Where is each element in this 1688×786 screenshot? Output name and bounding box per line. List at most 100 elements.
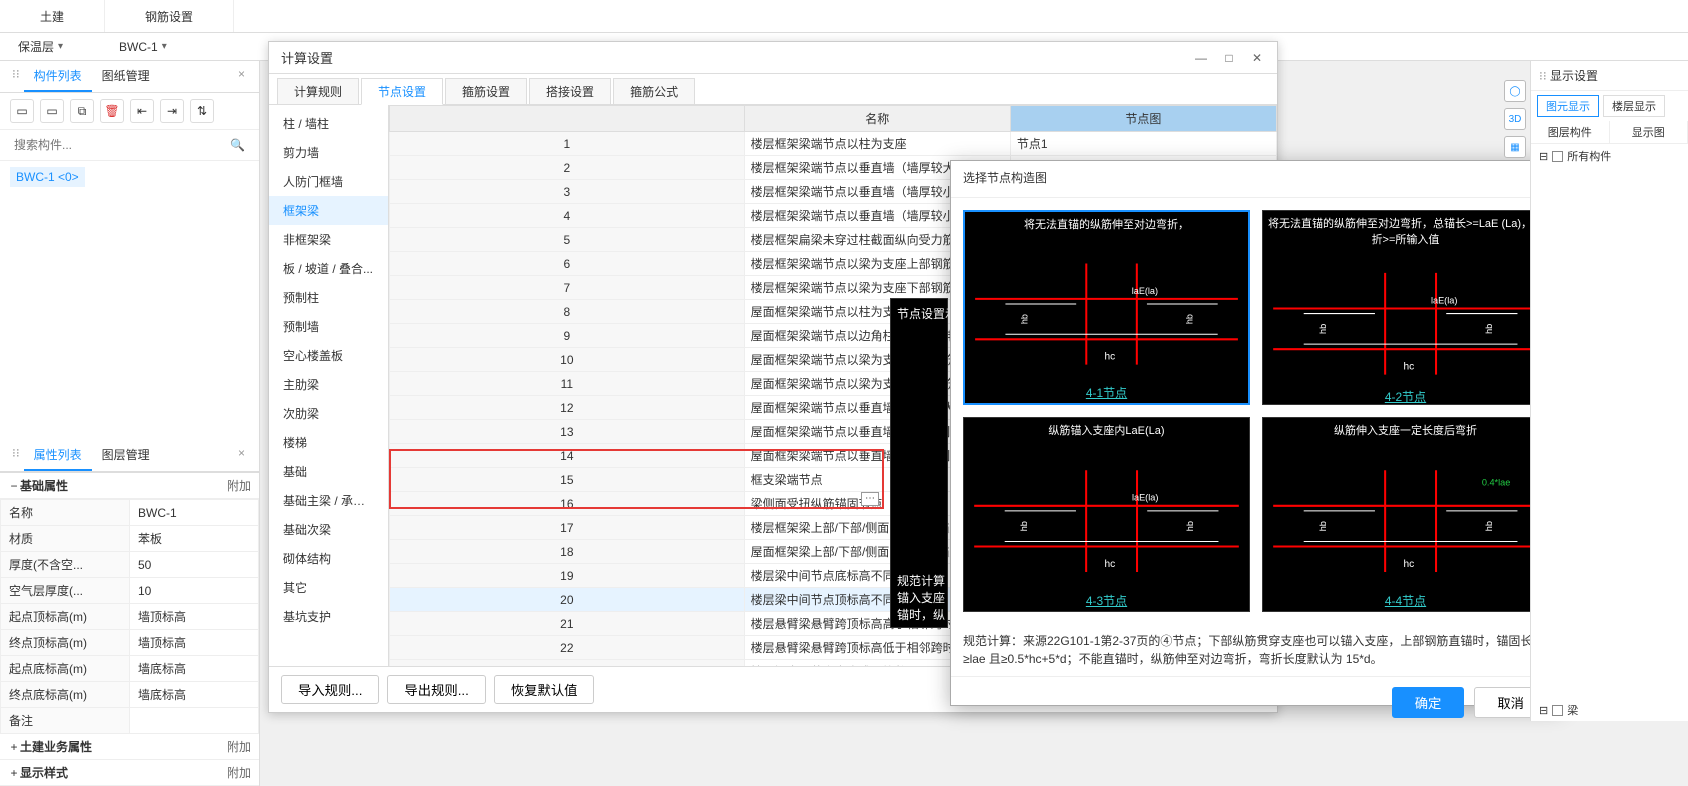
category-item[interactable]: 基础次梁 bbox=[269, 515, 388, 544]
category-item[interactable]: 主肋梁 bbox=[269, 370, 388, 399]
tab-rebar[interactable]: 钢筋设置 bbox=[105, 0, 234, 32]
tab-floor-display[interactable]: 楼层显示 bbox=[1603, 95, 1665, 117]
pin-icon[interactable]: ⁝⁝ bbox=[1539, 69, 1547, 83]
svg-text:0.4*lae: 0.4*lae bbox=[1482, 477, 1511, 487]
svg-text:hb: hb bbox=[1020, 314, 1030, 324]
search-icon[interactable]: 🔍 bbox=[226, 134, 249, 156]
prop-material-value[interactable]: 苯板 bbox=[130, 526, 259, 552]
category-item[interactable]: 楼梯 bbox=[269, 428, 388, 457]
export-rule-button[interactable]: 导出规则... bbox=[387, 675, 485, 704]
expand-icon[interactable]: + bbox=[8, 766, 20, 780]
component-item[interactable]: BWC-1 <0> bbox=[10, 167, 85, 187]
diagram-thumbnail[interactable]: 将无法直锚的纵筋伸至对边弯折， laE(la) hc hb hb 4-1节点 bbox=[963, 210, 1250, 405]
row-value[interactable]: 节点1 bbox=[1010, 132, 1276, 156]
tab-hoop-formula[interactable]: 箍筋公式 bbox=[613, 78, 695, 104]
svg-text:hb: hb bbox=[1185, 521, 1195, 531]
pin-icon[interactable]: ⁝⁝ bbox=[8, 440, 24, 471]
tab-civil[interactable]: 土建 bbox=[0, 0, 105, 32]
tab-node-setting[interactable]: 节点设置 bbox=[361, 78, 443, 105]
row-number: 19 bbox=[390, 564, 745, 588]
category-item[interactable]: 人防门框墙 bbox=[269, 167, 388, 196]
category-item[interactable]: 基础主梁 / 承台梁 bbox=[269, 486, 388, 515]
view-icon[interactable]: ◯ bbox=[1504, 80, 1526, 102]
checkbox[interactable] bbox=[1552, 705, 1563, 716]
close-icon[interactable]: × bbox=[232, 61, 251, 92]
dropdown-member[interactable]: BWC-1 ▾ bbox=[111, 38, 175, 56]
tab-element-display[interactable]: 图元显示 bbox=[1537, 95, 1599, 117]
move-right-icon[interactable]: ⇥ bbox=[160, 99, 184, 123]
category-item[interactable]: 预制柱 bbox=[269, 283, 388, 312]
svg-text:hc: hc bbox=[1403, 559, 1414, 570]
diagram-thumbnail[interactable]: 纵筋伸入支座一定长度后弯折 hc hb hb 0.4*lae 4-4节点 bbox=[1262, 417, 1549, 612]
node-preview-panel: 节点设置示 规范计算 锚入支座 锚时，纵 bbox=[890, 298, 948, 628]
prop-bot2-value[interactable]: 墙底标高 bbox=[130, 682, 259, 708]
category-item[interactable]: 预制墙 bbox=[269, 312, 388, 341]
category-item[interactable]: 空心楼盖板 bbox=[269, 341, 388, 370]
diagram-thumbnail[interactable]: 将无法直锚的纵筋伸至对边弯折，总锚长>=LaE (La)，弯折>=所输入值 la… bbox=[1262, 210, 1549, 405]
tree-beam[interactable]: ⊟ 梁 bbox=[1531, 698, 1688, 722]
tab-calc-rule[interactable]: 计算规则 bbox=[277, 78, 359, 104]
tree-all-components[interactable]: ⊟ 所有构件 bbox=[1531, 144, 1688, 168]
prop-bot1-value[interactable]: 墙底标高 bbox=[130, 656, 259, 682]
category-item[interactable]: 基坑支护 bbox=[269, 602, 388, 631]
section-biz-props: 土建业务属性 bbox=[20, 738, 227, 755]
row-number: 6 bbox=[390, 252, 745, 276]
checkbox[interactable] bbox=[1552, 151, 1563, 162]
prop-air-value[interactable]: 10 bbox=[130, 578, 259, 604]
prop-note-value[interactable] bbox=[130, 708, 259, 734]
ellipsis-button[interactable]: ⋯ bbox=[861, 492, 879, 506]
move-left-icon[interactable]: ⇤ bbox=[130, 99, 154, 123]
category-item[interactable]: 其它 bbox=[269, 573, 388, 602]
collapse-icon[interactable]: − bbox=[8, 479, 20, 493]
close-icon[interactable]: × bbox=[232, 440, 251, 471]
window-title: 计算设置 bbox=[281, 48, 1193, 67]
prop-top2-value[interactable]: 墙顶标高 bbox=[130, 630, 259, 656]
tab-component-list[interactable]: 构件列表 bbox=[24, 61, 92, 92]
maximize-icon[interactable]: □ bbox=[1221, 50, 1237, 66]
prop-thickness-value[interactable]: 50 bbox=[130, 552, 259, 578]
category-item[interactable]: 非框架梁 bbox=[269, 225, 388, 254]
svg-text:hb: hb bbox=[1318, 324, 1328, 334]
dropdown-layer[interactable]: 保温层 ▾ bbox=[10, 36, 71, 57]
prop-name-value[interactable]: BWC-1 bbox=[130, 500, 259, 526]
restore-default-button[interactable]: 恢复默认值 bbox=[494, 675, 595, 704]
tab-drawing-mgmt[interactable]: 图纸管理 bbox=[92, 61, 160, 92]
tab-hoop-setting[interactable]: 箍筋设置 bbox=[445, 78, 527, 104]
thumb-caption: 纵筋锚入支座内LaE(La) bbox=[964, 418, 1249, 442]
svg-text:hb: hb bbox=[1484, 521, 1494, 531]
diagram-svg: laE(la) hc hb hb bbox=[965, 236, 1248, 382]
row-number: 23 bbox=[390, 660, 745, 667]
category-item[interactable]: 基础 bbox=[269, 457, 388, 486]
ok-button[interactable]: 确定 bbox=[1392, 687, 1465, 718]
delete-icon[interactable]: 🗑 bbox=[100, 99, 124, 123]
category-item[interactable]: 次肋梁 bbox=[269, 399, 388, 428]
category-item[interactable]: 板 / 坡道 / 叠合... bbox=[269, 254, 388, 283]
diagram-thumbnail[interactable]: 纵筋锚入支座内LaE(La) laE(la) hc hb hb 4-3节点 bbox=[963, 417, 1250, 612]
category-item[interactable]: 框架梁 bbox=[269, 196, 388, 225]
copy-icon[interactable]: ⧉ bbox=[70, 99, 94, 123]
table-row[interactable]: 1 楼层框架梁端节点以柱为支座 节点1 bbox=[390, 132, 1277, 156]
pin-icon[interactable]: ⁝⁝ bbox=[8, 61, 24, 92]
import-rule-button[interactable]: 导入规则... bbox=[281, 675, 379, 704]
minimize-icon[interactable]: — bbox=[1193, 50, 1209, 66]
tab-lap-setting[interactable]: 搭接设置 bbox=[529, 78, 611, 104]
col-show: 显示图 bbox=[1610, 121, 1688, 143]
prop-top1-value[interactable]: 墙顶标高 bbox=[130, 604, 259, 630]
add-icon[interactable]: ▭ bbox=[10, 99, 34, 123]
close-icon[interactable]: ✕ bbox=[1249, 50, 1265, 66]
category-item[interactable]: 柱 / 墙柱 bbox=[269, 109, 388, 138]
row-number: 15 bbox=[390, 468, 745, 492]
add2-icon[interactable]: ▭ bbox=[40, 99, 64, 123]
col-node: 节点图 bbox=[1010, 106, 1276, 132]
thumb-name: 4-4节点 bbox=[1263, 590, 1548, 611]
expand-icon[interactable]: + bbox=[8, 740, 20, 754]
category-item[interactable]: 剪力墙 bbox=[269, 138, 388, 167]
tab-layer-mgmt[interactable]: 图层管理 bbox=[92, 440, 160, 471]
sort-icon[interactable]: ⇅ bbox=[190, 99, 214, 123]
search-input[interactable] bbox=[10, 134, 226, 156]
3d-icon[interactable]: 3D bbox=[1504, 108, 1526, 130]
cube-icon[interactable]: ▦ bbox=[1504, 136, 1526, 158]
tab-props[interactable]: 属性列表 bbox=[24, 440, 92, 471]
diagram-svg: hc hb hb 0.4*lae bbox=[1263, 442, 1548, 590]
category-item[interactable]: 砌体结构 bbox=[269, 544, 388, 573]
